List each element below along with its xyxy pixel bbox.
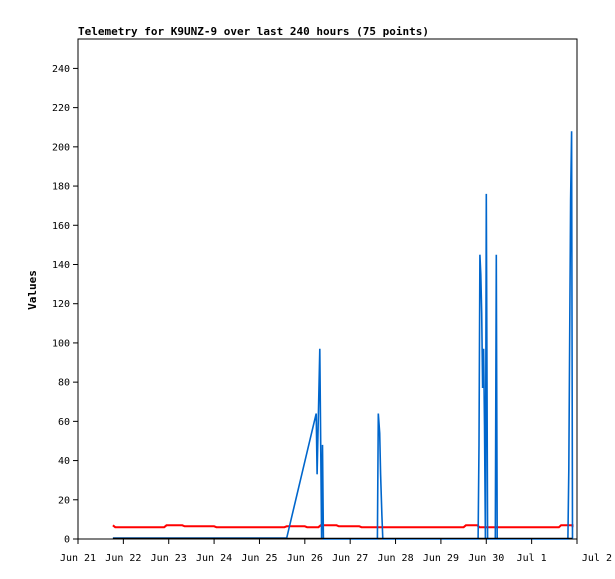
x-tick-label: Jun 23 xyxy=(151,553,187,564)
x-tick-label: Jun 26 xyxy=(287,553,323,564)
y-tick-label: 60 xyxy=(58,417,70,428)
x-tick-label: Jun 27 xyxy=(332,553,368,564)
y-tick-label: 200 xyxy=(52,142,70,153)
y-tick-label: 120 xyxy=(52,299,70,310)
y-tick-label: 240 xyxy=(52,64,70,75)
x-tick-label: Jun 29 xyxy=(423,553,459,564)
x-tick-label: Jun 24 xyxy=(196,553,232,564)
y-tick-label: 0 xyxy=(64,535,70,546)
x-tick-label: Jul 1 xyxy=(517,553,547,564)
series-line-1 xyxy=(112,131,574,540)
y-tick-label: 220 xyxy=(52,103,70,114)
x-tick-label: Jun 28 xyxy=(377,553,413,564)
y-axis: 0 20 40 60 80 100 120 140 160 180 200 220 240 xyxy=(52,64,78,546)
x-tick-label: Jul 2 xyxy=(582,553,612,564)
y-tick-label: 180 xyxy=(52,182,70,193)
y-tick-label: 20 xyxy=(58,495,70,506)
chart-title: Telemetry for K9UNZ-9 over last 240 hour… xyxy=(78,25,429,38)
x-tick-label: Jun 21 xyxy=(60,553,96,564)
x-tick-label: Jun 22 xyxy=(105,553,141,564)
x-tick-label: Jun 25 xyxy=(241,553,277,564)
y-axis-label: Values xyxy=(26,270,39,310)
series-line-0 xyxy=(112,524,574,529)
plot-area xyxy=(77,38,578,540)
y-tick-label: 100 xyxy=(52,338,70,349)
series-layer xyxy=(112,131,574,540)
y-tick-label: 40 xyxy=(58,456,70,467)
y-tick-label: 140 xyxy=(52,260,70,271)
x-tick-label: Jun 30 xyxy=(468,553,504,564)
x-axis: Jun 21 Jun 22 Jun 23 Jun 24 Jun 25 Jun 26 Jun … xyxy=(60,539,612,564)
y-tick-label: 160 xyxy=(52,221,70,232)
y-tick-label: 80 xyxy=(58,378,70,389)
